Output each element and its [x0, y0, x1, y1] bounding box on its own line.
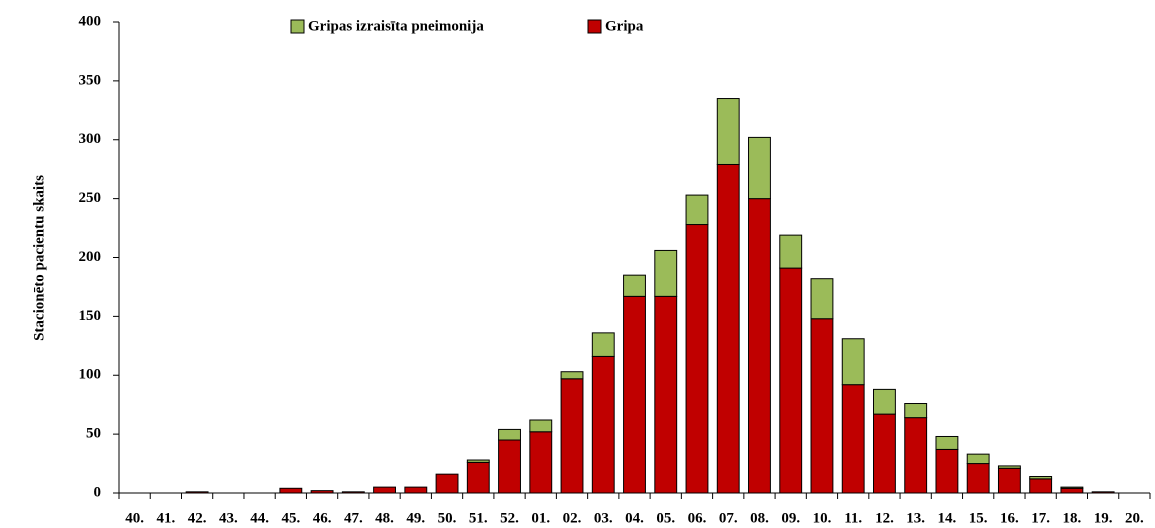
x-tick-label: 48.	[375, 510, 394, 526]
legend-swatch	[290, 19, 305, 34]
x-tick-label: 11.	[844, 510, 862, 526]
x-tick-label: 47.	[344, 510, 363, 526]
bar-segment	[591, 332, 615, 357]
y-tick-label: 400	[79, 13, 102, 29]
bar-segment	[685, 224, 709, 494]
bar-segment	[654, 249, 678, 297]
x-tick-label: 43.	[219, 510, 238, 526]
bar-segment	[560, 371, 584, 380]
bar-segment	[873, 413, 896, 494]
bar-segment	[1029, 478, 1053, 494]
bar-segment	[685, 194, 709, 226]
x-tick-label: 45.	[281, 510, 300, 526]
bar-segment	[810, 318, 834, 494]
x-tick-label: 17.	[1031, 510, 1050, 526]
bar-segment	[1060, 487, 1084, 494]
x-tick-label: 52.	[500, 510, 519, 526]
y-tick-label: 200	[79, 249, 102, 265]
bar-segment	[591, 355, 615, 494]
x-tick-label: 18.	[1063, 510, 1082, 526]
y-axis-title: Stacionēto pacientu skaits	[31, 175, 47, 341]
y-tick-label: 350	[79, 72, 102, 88]
y-tick-label: 150	[79, 308, 102, 324]
bar-segment	[716, 98, 740, 165]
bar-segment	[623, 295, 646, 494]
bar-segment	[841, 338, 865, 386]
x-tick-label: 10.	[813, 510, 832, 526]
bar-segment	[654, 295, 678, 494]
x-tick-label: 50.	[438, 510, 457, 526]
bar-segment	[997, 467, 1021, 494]
bar-segment	[935, 435, 959, 450]
y-tick-label: 300	[79, 131, 102, 147]
x-tick-label: 09.	[781, 510, 800, 526]
bar-segment	[529, 431, 553, 494]
x-tick-label: 44.	[250, 510, 269, 526]
bar-segment	[498, 428, 521, 441]
bar-segment	[841, 384, 865, 494]
x-tick-label: 12.	[875, 510, 894, 526]
bar-segment	[779, 234, 803, 269]
bar-segment	[997, 465, 1021, 469]
bar-segment	[748, 198, 771, 494]
x-tick-label: 15.	[969, 510, 988, 526]
bar-segment	[810, 278, 834, 320]
legend-label: Gripas izraisīta pneimonija	[308, 18, 484, 34]
bar-segment	[748, 136, 771, 200]
bar-segment	[716, 163, 740, 494]
x-tick-label: 06.	[688, 510, 707, 526]
bar-segment	[966, 453, 990, 465]
bar-segment	[873, 388, 896, 415]
legend-label: Gripa	[605, 18, 644, 34]
bar-segment	[279, 487, 303, 494]
bar-segment	[529, 419, 553, 433]
x-tick-label: 51.	[469, 510, 488, 526]
x-tick-label: 08.	[750, 510, 769, 526]
x-tick-label: 14.	[938, 510, 957, 526]
bar-segment	[1029, 476, 1053, 480]
x-tick-label: 19.	[1094, 510, 1113, 526]
x-tick-label: 13.	[906, 510, 925, 526]
bar-segment	[435, 473, 459, 494]
bar-segment	[466, 461, 490, 494]
x-tick-label: 42.	[188, 510, 207, 526]
x-tick-label: 04.	[625, 510, 644, 526]
bar-segment	[935, 448, 959, 494]
x-tick-label: 01.	[531, 510, 550, 526]
bar-segment	[904, 417, 928, 494]
x-tick-label: 03.	[594, 510, 613, 526]
bar-segment	[1060, 486, 1084, 489]
x-tick-label: 46.	[313, 510, 332, 526]
bar-segment	[560, 378, 584, 494]
x-tick-label: 02.	[563, 510, 582, 526]
bar-segment	[904, 403, 928, 419]
y-tick-label: 0	[94, 484, 102, 500]
bar-segment	[623, 274, 646, 297]
bar-segment	[373, 486, 396, 494]
x-tick-label: 40.	[125, 510, 144, 526]
x-tick-label: 41.	[156, 510, 175, 526]
y-tick-label: 50	[86, 426, 101, 442]
bar-segment	[498, 439, 521, 494]
x-tick-label: 49.	[406, 510, 425, 526]
y-tick-label: 100	[79, 367, 102, 383]
x-tick-label: 20.	[1125, 510, 1144, 526]
bar-segment	[404, 486, 428, 494]
bar-segment	[966, 463, 990, 494]
bar-segment	[779, 267, 803, 494]
legend-swatch	[587, 19, 602, 34]
bar-segment	[466, 459, 490, 463]
x-tick-label: 16.	[1000, 510, 1019, 526]
y-tick-label: 250	[79, 190, 102, 206]
x-tick-label: 05.	[656, 510, 675, 526]
x-tick-label: 07.	[719, 510, 738, 526]
